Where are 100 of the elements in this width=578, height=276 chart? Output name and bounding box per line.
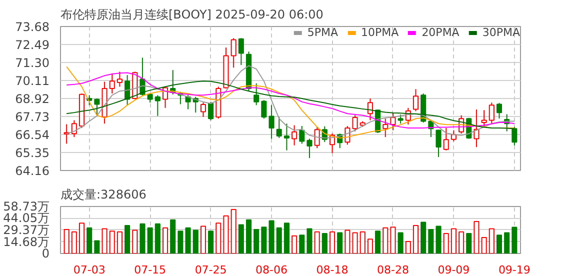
- y-tick-label: 0: [42, 246, 50, 260]
- bar: [458, 231, 464, 254]
- bar: [367, 238, 373, 254]
- bar: [246, 219, 252, 254]
- bar: [132, 230, 138, 254]
- bar: [261, 226, 267, 254]
- bar: [450, 228, 456, 254]
- bar: [344, 230, 350, 254]
- bar: [481, 236, 487, 254]
- y-tick-label: 64.16: [15, 164, 50, 178]
- candlestick: [412, 88, 419, 112]
- candlestick: [238, 38, 244, 66]
- y-tick-label: 67.73: [15, 110, 50, 124]
- legend-label: 5PMA: [307, 26, 338, 39]
- legend-label: 10PMA: [361, 26, 399, 39]
- chart-title: 成交量:328606: [60, 188, 146, 202]
- bar: [428, 228, 434, 254]
- y-tick-label: 68.92: [15, 92, 50, 106]
- bar: [405, 240, 411, 254]
- bar: [208, 230, 214, 254]
- y-tick-label: 71.30: [15, 56, 50, 70]
- bar: [162, 227, 168, 254]
- candlestick: [94, 98, 100, 116]
- bar: [86, 227, 92, 254]
- bar: [94, 240, 100, 254]
- bar: [466, 232, 472, 254]
- candlestick: [284, 123, 290, 151]
- candlestick: [512, 126, 518, 146]
- bar: [314, 231, 320, 254]
- bar: [299, 234, 305, 254]
- x-tick-label: 08-06: [256, 264, 288, 276]
- candlestick: [71, 120, 77, 138]
- bar: [185, 227, 191, 254]
- candlestick: [292, 124, 298, 146]
- candlestick: [109, 72, 115, 94]
- candlestick: [276, 116, 282, 138]
- candlestick: [299, 126, 305, 144]
- candlestick: [200, 102, 206, 118]
- bar: [512, 226, 518, 254]
- legend-label: 30PMA: [482, 26, 520, 39]
- bar: [390, 226, 396, 254]
- candlestick: [154, 94, 160, 116]
- x-tick-label: 07-15: [134, 264, 166, 276]
- candlestick: [488, 102, 494, 124]
- y-tick-label: 44.05万: [3, 211, 50, 226]
- bar: [192, 230, 198, 254]
- bar: [329, 231, 336, 254]
- bar: [78, 222, 85, 254]
- bar: [178, 230, 184, 254]
- bar: [268, 220, 274, 254]
- bar: [284, 222, 290, 254]
- bar: [64, 228, 70, 254]
- candlestick: [481, 110, 487, 128]
- bar: [71, 231, 77, 254]
- y-tick-label: 65.35: [15, 146, 50, 160]
- x-tick-label: 09-19: [498, 264, 530, 276]
- bar: [496, 234, 502, 254]
- bar: [412, 224, 419, 254]
- bar: [147, 227, 153, 254]
- candlestick: [314, 126, 320, 149]
- candlestick: [390, 112, 396, 131]
- bar: [276, 227, 282, 254]
- candlestick: [230, 38, 236, 68]
- bar: [200, 226, 206, 254]
- candlestick: [443, 127, 449, 151]
- x-tick-label: 07-03: [73, 264, 106, 276]
- candlestick: [352, 114, 358, 132]
- bar: [102, 228, 108, 254]
- bar: [230, 208, 236, 254]
- candlestick: [254, 82, 260, 106]
- x-tick-label: 08-18: [316, 264, 348, 276]
- x-tick-label: 08-28: [376, 264, 409, 276]
- bar: [216, 222, 222, 254]
- bar: [238, 224, 244, 254]
- bar: [292, 235, 298, 254]
- candlestick: [436, 129, 442, 158]
- bar: [352, 232, 358, 254]
- candlestick: [268, 104, 274, 140]
- bar: [382, 227, 388, 254]
- bar: [109, 230, 115, 254]
- chart-title: 布伦特原油当月连续[BOOY] 2025-09-20 06:00: [60, 8, 324, 22]
- candlestick: [124, 74, 130, 106]
- candlestick: [367, 98, 373, 121]
- candlestick: [306, 138, 312, 159]
- bar: [306, 228, 312, 254]
- bar: [504, 232, 510, 254]
- y-tick-label: 58.73万: [3, 200, 50, 214]
- bar: [124, 224, 130, 254]
- y-tick-label: 72.49: [15, 38, 50, 52]
- candlestick: [398, 114, 404, 124]
- bar: [116, 231, 122, 254]
- bar: [154, 223, 160, 254]
- bar: [170, 219, 176, 254]
- x-tick-label: 07-25: [194, 264, 227, 276]
- bar: [443, 232, 449, 254]
- bar: [223, 215, 229, 254]
- candlestick: [261, 100, 267, 120]
- bar: [322, 232, 328, 254]
- candlestick: [474, 109, 480, 148]
- y-tick-label: 14.68万: [3, 234, 50, 249]
